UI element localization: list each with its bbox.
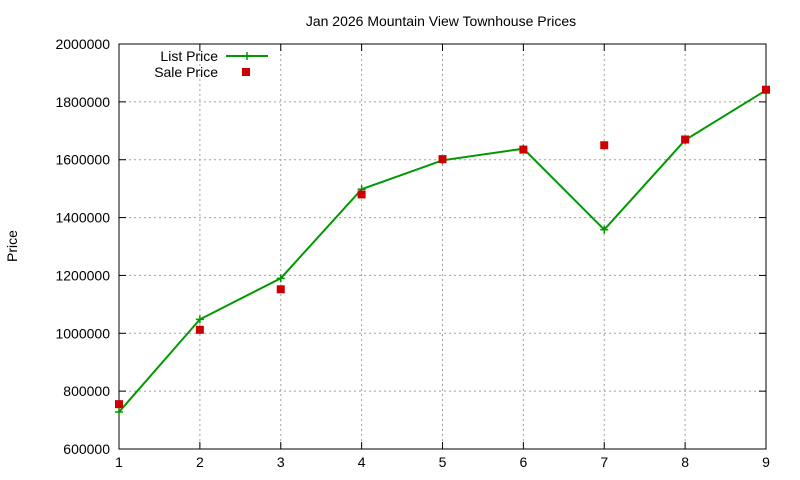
legend-label: Sale Price xyxy=(154,64,218,80)
y-tick-label: 1000000 xyxy=(55,325,110,341)
list-price-point xyxy=(600,225,609,234)
legend-label: List Price xyxy=(160,48,218,64)
sale-price-point xyxy=(115,400,123,409)
y-axis-label: Price xyxy=(4,230,20,262)
sale-price-point xyxy=(681,135,690,144)
y-tick-label: 1200000 xyxy=(55,267,110,283)
chart-title: Jan 2026 Mountain View Townhouse Prices xyxy=(306,13,576,29)
y-tick-label: 600000 xyxy=(63,441,110,457)
y-tick-label: 1800000 xyxy=(55,94,110,110)
x-tick-label: 8 xyxy=(681,454,689,470)
sale-price-point xyxy=(600,141,609,150)
list-price-point xyxy=(195,315,204,324)
sale-price-point xyxy=(438,155,447,164)
x-tick-label: 5 xyxy=(439,454,447,470)
x-tick-label: 1 xyxy=(115,454,123,470)
series-layer xyxy=(115,85,770,416)
sale-price-point xyxy=(519,145,528,154)
y-tick-label: 2000000 xyxy=(55,36,110,52)
sale-price-point xyxy=(357,190,366,199)
x-tick-label: 2 xyxy=(196,454,204,470)
y-tick-label: 1400000 xyxy=(55,210,110,226)
y-tick-label: 1600000 xyxy=(55,152,110,168)
y-tick-label: 800000 xyxy=(63,383,110,399)
list-price-point xyxy=(276,274,285,283)
x-tick-label: 3 xyxy=(277,454,285,470)
sale-price-point xyxy=(762,85,770,94)
legend-plus-marker xyxy=(243,52,251,60)
x-tick-label: 4 xyxy=(358,454,366,470)
tick-layer: 600000 800000 1000000 1200000 1400000 1600000… xyxy=(55,36,770,470)
x-tick-label: 6 xyxy=(519,454,527,470)
sale-price-point xyxy=(276,285,285,294)
list-price-point xyxy=(115,407,123,416)
sale-price-point xyxy=(195,325,204,334)
legend-square-marker xyxy=(242,68,250,76)
grid-layer xyxy=(119,44,766,449)
list-price-line xyxy=(118,89,767,413)
series-sale-price xyxy=(115,85,770,409)
x-tick-label: 7 xyxy=(600,454,608,470)
x-tick-label: 9 xyxy=(762,454,770,470)
